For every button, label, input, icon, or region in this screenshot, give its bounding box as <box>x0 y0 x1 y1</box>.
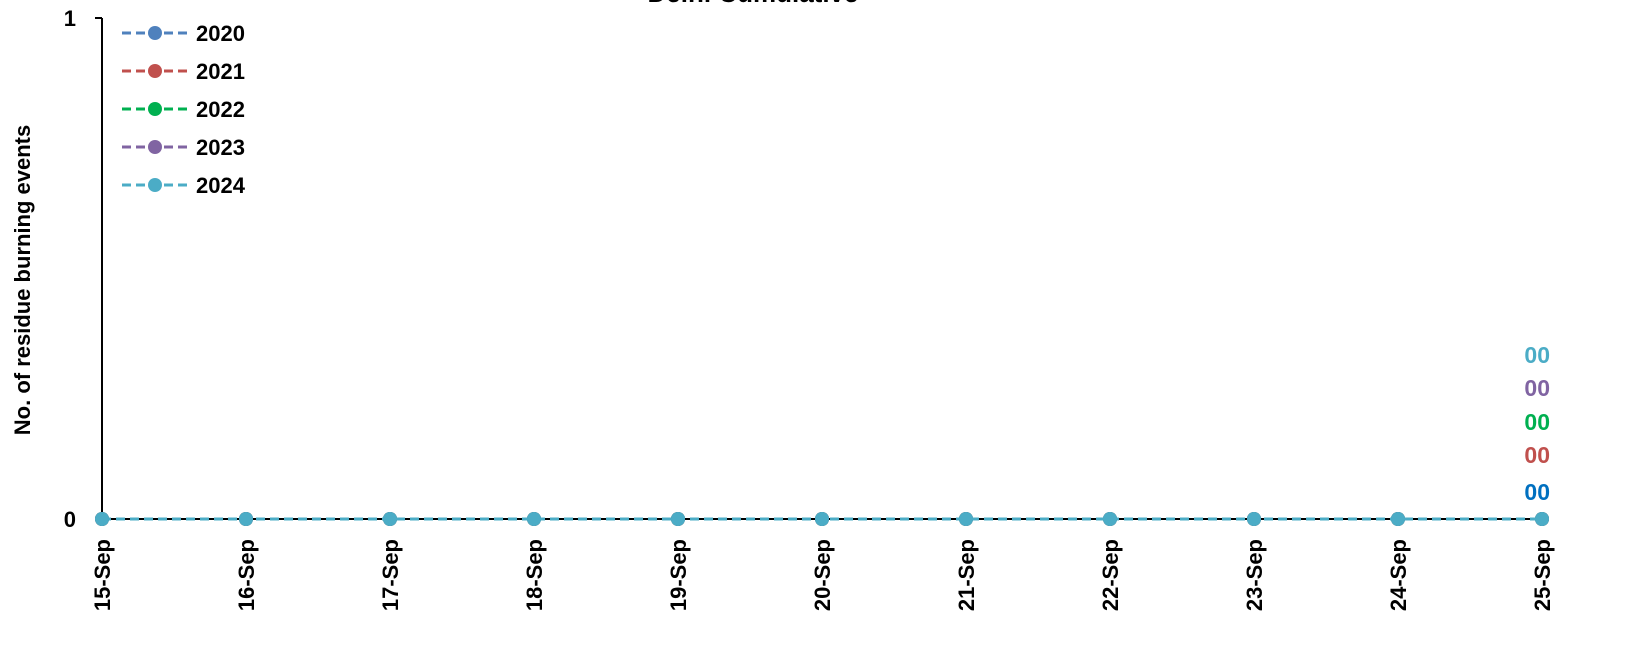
legend-label: 2021 <box>196 59 245 84</box>
x-tick-label: 20-Sep <box>810 539 835 611</box>
end-label-2022: 00 <box>1524 409 1550 435</box>
data-point <box>1391 512 1405 526</box>
data-point <box>1247 512 1261 526</box>
x-tick-label: 22-Sep <box>1098 539 1123 611</box>
x-tick-label: 19-Sep <box>666 539 691 611</box>
y-axis-label: No. of residue burning events <box>10 125 35 435</box>
data-point <box>1103 512 1117 526</box>
data-point <box>95 512 109 526</box>
y-tick-label: 1 <box>64 6 76 31</box>
x-tick-label: 15-Sep <box>90 539 115 611</box>
end-labels: 00 00 00 00 00 <box>1524 342 1550 505</box>
legend: 2020 2021 2022 2023 2024 <box>122 21 246 198</box>
data-point <box>671 512 685 526</box>
x-tick-label: 21-Sep <box>954 539 979 611</box>
legend-marker <box>148 140 162 154</box>
legend-item-2023: 2023 <box>122 135 245 160</box>
legend-marker <box>148 102 162 116</box>
x-tick-label: 17-Sep <box>378 539 403 611</box>
data-point <box>239 512 253 526</box>
end-label-2021: 00 <box>1524 442 1550 468</box>
data-point <box>815 512 829 526</box>
legend-item-2024: 2024 <box>122 173 246 198</box>
x-ticks: 15-Sep 16-Sep 17-Sep 18-Sep 19-Sep 20-Sep 21-S… <box>90 519 1555 611</box>
data-point <box>1535 512 1549 526</box>
end-label-2023: 00 <box>1524 375 1550 401</box>
y-ticks: 01 <box>64 6 102 532</box>
legend-marker <box>148 178 162 192</box>
series-2024 <box>95 512 1549 526</box>
legend-label: 2022 <box>196 97 245 122</box>
x-tick-label: 23-Sep <box>1242 539 1267 611</box>
end-label-2020: 00 <box>1524 479 1550 505</box>
data-point <box>527 512 541 526</box>
legend-item-2020: 2020 <box>122 21 245 46</box>
y-tick-label: 0 <box>64 507 76 532</box>
end-label-2024: 00 <box>1524 342 1550 368</box>
x-tick-label: 24-Sep <box>1386 539 1411 611</box>
legend-label: 2023 <box>196 135 245 160</box>
legend-label: 2020 <box>196 21 245 46</box>
legend-item-2021: 2021 <box>122 59 245 84</box>
legend-marker <box>148 26 162 40</box>
x-tick-label: 16-Sep <box>234 539 259 611</box>
x-tick-label: 25-Sep <box>1530 539 1555 611</box>
data-point <box>959 512 973 526</box>
legend-label: 2024 <box>196 173 246 198</box>
legend-marker <box>148 64 162 78</box>
series-layer <box>95 512 1549 526</box>
legend-item-2022: 2022 <box>122 97 245 122</box>
chart-title: Delhi Cumulative <box>648 0 859 8</box>
data-point <box>383 512 397 526</box>
x-tick-label: 18-Sep <box>522 539 547 611</box>
